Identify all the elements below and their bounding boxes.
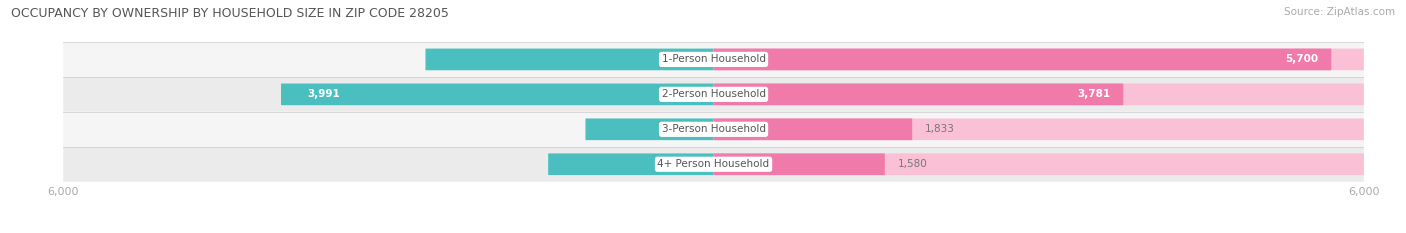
Text: 4+ Person Household: 4+ Person Household	[658, 159, 769, 169]
FancyBboxPatch shape	[63, 147, 1364, 182]
FancyBboxPatch shape	[713, 83, 1364, 105]
Text: 2-Person Household: 2-Person Household	[662, 89, 765, 99]
FancyBboxPatch shape	[713, 49, 1331, 70]
Text: 3,781: 3,781	[1077, 89, 1111, 99]
FancyBboxPatch shape	[713, 153, 884, 175]
Text: 1,182: 1,182	[678, 124, 707, 134]
Text: 1-Person Household: 1-Person Household	[662, 55, 765, 64]
FancyBboxPatch shape	[63, 42, 1364, 77]
Text: 3,991: 3,991	[307, 89, 340, 99]
FancyBboxPatch shape	[548, 153, 713, 175]
Text: 1,526: 1,526	[678, 159, 707, 169]
FancyBboxPatch shape	[426, 49, 713, 70]
FancyBboxPatch shape	[63, 112, 1364, 147]
Legend: Owner-occupied, Renter-occupied: Owner-occupied, Renter-occupied	[589, 230, 838, 233]
FancyBboxPatch shape	[585, 118, 713, 140]
FancyBboxPatch shape	[713, 118, 1364, 140]
Text: 2,658: 2,658	[678, 55, 707, 64]
FancyBboxPatch shape	[713, 49, 1364, 70]
Text: 1,580: 1,580	[898, 159, 928, 169]
FancyBboxPatch shape	[713, 83, 1123, 105]
FancyBboxPatch shape	[713, 118, 912, 140]
FancyBboxPatch shape	[281, 83, 713, 105]
Text: OCCUPANCY BY OWNERSHIP BY HOUSEHOLD SIZE IN ZIP CODE 28205: OCCUPANCY BY OWNERSHIP BY HOUSEHOLD SIZE…	[11, 7, 449, 20]
Text: Source: ZipAtlas.com: Source: ZipAtlas.com	[1284, 7, 1395, 17]
FancyBboxPatch shape	[63, 77, 1364, 112]
FancyBboxPatch shape	[713, 153, 1364, 175]
Text: 5,700: 5,700	[1285, 55, 1319, 64]
Text: 1,833: 1,833	[925, 124, 955, 134]
Text: 3-Person Household: 3-Person Household	[662, 124, 765, 134]
